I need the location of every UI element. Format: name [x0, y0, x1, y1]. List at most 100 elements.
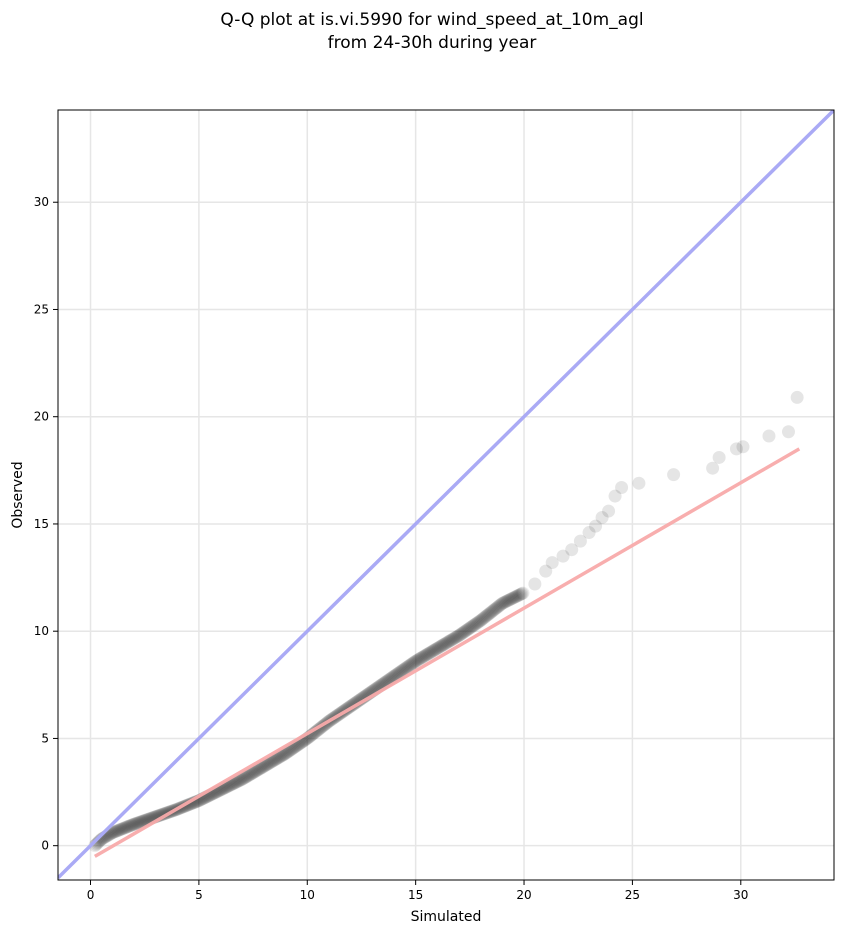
x-tick-label: 0 [87, 888, 95, 902]
data-point [443, 634, 457, 648]
data-point [509, 589, 523, 603]
data-point [244, 767, 258, 781]
data-point [402, 659, 416, 673]
data-point [472, 615, 486, 629]
data-point [667, 468, 681, 482]
data-point [460, 623, 474, 637]
data-point [487, 603, 501, 617]
fit-line [93, 447, 801, 858]
data-points [88, 390, 804, 853]
data-point [132, 815, 146, 829]
data-point [395, 664, 409, 678]
data-point [545, 556, 559, 570]
data-point [500, 594, 514, 608]
data-point [263, 755, 277, 769]
data-point [396, 663, 410, 677]
data-point [412, 652, 426, 666]
data-point [267, 754, 281, 768]
data-point [502, 593, 516, 607]
data-point [265, 755, 279, 769]
data-point [507, 590, 521, 604]
data-point [280, 746, 294, 760]
data-point [449, 630, 463, 644]
data-point [261, 757, 275, 771]
data-point [492, 599, 506, 613]
data-point [475, 613, 489, 627]
data-point [429, 642, 443, 656]
data-point [405, 656, 419, 670]
data-point [419, 648, 433, 662]
data-point [129, 816, 143, 830]
data-point [410, 654, 424, 668]
data-point [136, 814, 150, 828]
data-point [118, 821, 132, 835]
data-point [465, 619, 479, 633]
data-point [279, 746, 293, 760]
data-point [398, 662, 412, 676]
data-point [390, 667, 404, 681]
data-point [582, 526, 596, 540]
data-point [128, 817, 142, 831]
data-point [493, 598, 507, 612]
data-point [602, 504, 616, 518]
data-point [230, 775, 244, 789]
data-point [124, 819, 138, 833]
data-point [257, 759, 271, 773]
data-point [480, 608, 494, 622]
data-point [107, 825, 121, 839]
data-point [121, 819, 135, 833]
data-point [608, 489, 622, 503]
data-point [446, 632, 460, 646]
data-point [459, 624, 473, 638]
data-point [399, 661, 413, 675]
data-point [246, 766, 260, 780]
x-tick-label: 30 [733, 888, 748, 902]
data-point [133, 815, 147, 829]
data-point [442, 634, 456, 648]
data-point [615, 480, 629, 494]
data-point [444, 633, 458, 647]
data-point [595, 511, 609, 525]
data-point [501, 594, 515, 608]
data-point [438, 637, 452, 651]
data-point [273, 750, 287, 764]
data-point [278, 747, 292, 761]
data-point [123, 819, 137, 833]
data-point [250, 763, 264, 777]
data-point [448, 631, 462, 645]
chart-title-line-1: Q-Q plot at is.vi.5990 for wind_speed_at… [220, 10, 643, 30]
data-point [434, 639, 448, 653]
data-point [413, 652, 427, 666]
data-point [464, 620, 478, 634]
data-point [272, 750, 286, 764]
data-point [461, 622, 475, 636]
grid [58, 110, 834, 880]
data-point [391, 666, 405, 680]
data-point [706, 461, 720, 475]
data-point [229, 775, 243, 789]
data-point [111, 824, 125, 838]
data-point [106, 825, 120, 839]
y-axis-ticks: 0 5 10 15 20 25 30 [34, 195, 58, 853]
data-point [241, 769, 255, 783]
data-point [432, 640, 446, 654]
data-point [421, 647, 435, 661]
data-point [400, 660, 414, 674]
data-point [254, 761, 268, 775]
data-point [237, 771, 251, 785]
data-point [454, 627, 468, 641]
data-point [275, 748, 289, 762]
data-point [404, 657, 418, 671]
data-point [426, 644, 440, 658]
data-point [589, 519, 603, 533]
chart-title-line-2: from 24-30h during year [328, 33, 537, 53]
data-point [115, 822, 129, 836]
data-point [130, 816, 144, 830]
data-point [712, 450, 726, 464]
data-point [227, 776, 241, 790]
data-point [515, 587, 529, 601]
data-point [473, 614, 487, 628]
data-point [415, 650, 429, 664]
data-point [478, 610, 492, 624]
